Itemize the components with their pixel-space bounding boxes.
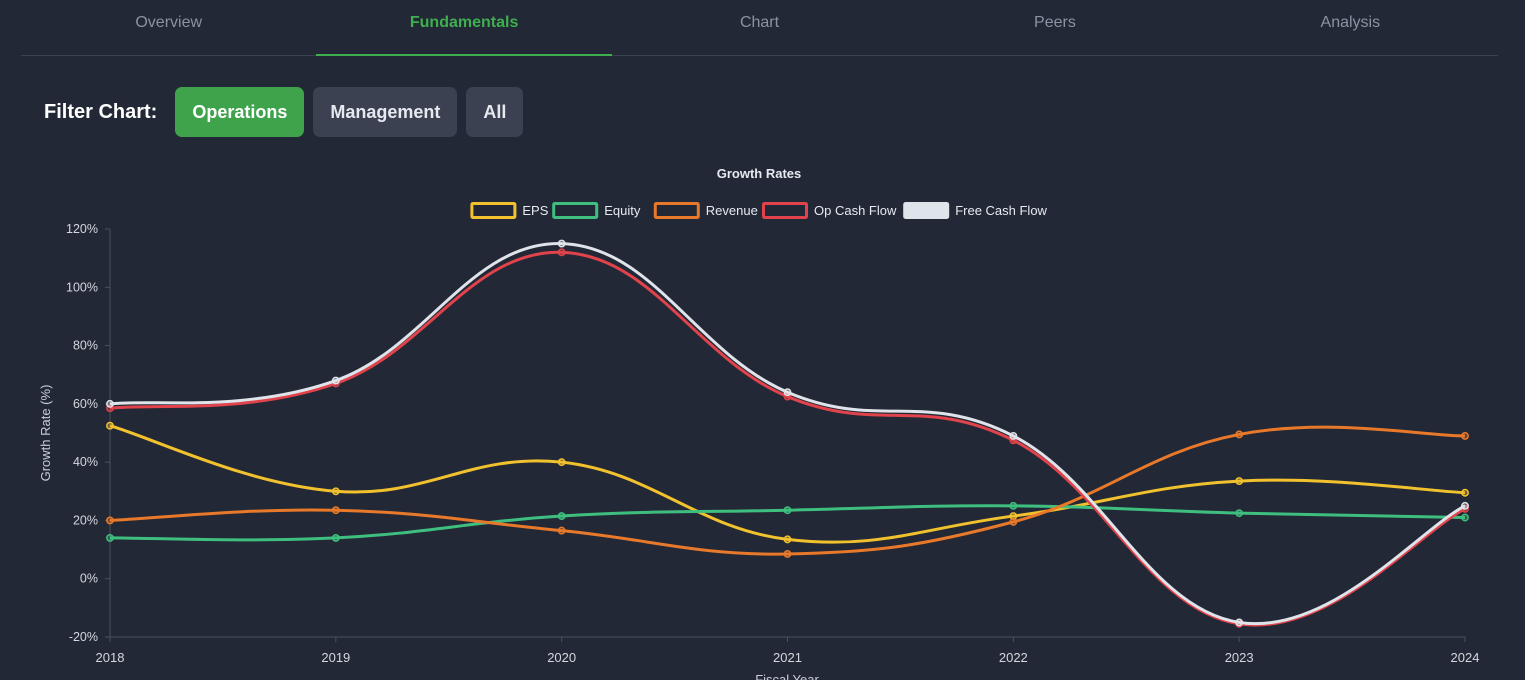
data-point-revenue[interactable] <box>783 549 792 558</box>
y-tick-label: 60% <box>73 397 98 411</box>
legend-item-equity[interactable]: Equity <box>552 202 641 219</box>
x-tick-label: 2019 <box>321 650 350 665</box>
data-point-revenue[interactable] <box>1235 430 1244 439</box>
tab-overview[interactable]: Overview <box>135 14 203 31</box>
growth-rates-chart: Growth Rates EPS Equity Revenue Op Cash Flo… <box>38 166 1480 680</box>
data-point-equity[interactable] <box>331 533 340 542</box>
tab-peers[interactable]: Peers <box>1034 14 1076 31</box>
filter-all-button[interactable]: All <box>466 87 524 137</box>
data-point-free-cash-flow[interactable] <box>331 376 340 385</box>
data-point-eps[interactable] <box>331 487 340 496</box>
legend-item-revenue[interactable]: Revenue <box>653 202 758 219</box>
legend-label-revenue: Revenue <box>706 203 758 218</box>
x-tick-label: 2018 <box>96 650 125 665</box>
series-line-revenue <box>109 425 1466 556</box>
series-op-cash-flow <box>106 248 1469 628</box>
y-tick-label: 120% <box>66 222 98 236</box>
tab-fundamentals[interactable]: Fundamentals <box>316 0 613 56</box>
y-tick-label: 80% <box>73 339 98 353</box>
data-point-free-cash-flow[interactable] <box>1235 618 1244 627</box>
chart-filter: Filter Chart: Operations Management All <box>44 87 532 137</box>
series-line-free-cash-flow <box>109 242 1466 626</box>
y-tick-label: 40% <box>73 455 98 469</box>
data-point-eps[interactable] <box>1235 477 1244 486</box>
chart-title: Growth Rates <box>717 166 802 181</box>
y-tick-label: 0% <box>80 572 98 586</box>
series-line-eps <box>109 424 1466 544</box>
data-point-eps[interactable] <box>1461 488 1469 497</box>
filter-management-button[interactable]: Management <box>313 87 458 137</box>
filter-operations-button[interactable]: Operations <box>175 87 305 137</box>
series-revenue <box>106 425 1469 558</box>
series-line-equity <box>109 504 1466 542</box>
x-tick-label: 2022 <box>999 650 1028 665</box>
data-point-revenue[interactable] <box>106 516 114 525</box>
data-point-equity[interactable] <box>1461 513 1469 522</box>
data-point-free-cash-flow[interactable] <box>1461 501 1469 510</box>
x-tick-label: 2024 <box>1451 650 1480 665</box>
x-axis: 2018 2019 2020 2021 2022 2023 2024 <box>96 637 1480 665</box>
data-point-equity[interactable] <box>1009 501 1018 510</box>
y-axis: 120% 100% 80% 60% 40% 20% 0% -20% <box>66 222 110 644</box>
x-tick-label: 2021 <box>773 650 802 665</box>
series-line-op-cash-flow <box>109 250 1466 627</box>
x-tick-label: 2023 <box>1225 650 1254 665</box>
legend-swatch-free-cash-flow <box>903 202 950 219</box>
legend-item-eps[interactable]: EPS <box>470 202 549 219</box>
data-point-eps[interactable] <box>557 458 566 467</box>
legend-label-eps: EPS <box>522 203 548 218</box>
data-point-free-cash-flow[interactable] <box>106 399 114 408</box>
legend-swatch-equity <box>552 202 599 219</box>
legend-item-free-cash-flow[interactable]: Free Cash Flow <box>903 202 1048 219</box>
data-point-equity[interactable] <box>783 506 792 515</box>
data-point-equity[interactable] <box>106 533 114 542</box>
x-axis-label: Fiscal Year <box>755 672 819 680</box>
y-tick-label: 20% <box>73 513 98 527</box>
data-point-eps[interactable] <box>783 535 792 544</box>
data-point-free-cash-flow[interactable] <box>783 388 792 397</box>
data-point-revenue[interactable] <box>1009 517 1018 526</box>
filter-label: Filter Chart: <box>44 100 158 123</box>
series-free-cash-flow <box>106 239 1469 627</box>
data-point-free-cash-flow[interactable] <box>557 239 566 248</box>
tab-bar: Overview Fundamentals Chart Peers Analysis <box>21 0 1498 56</box>
legend-item-op-cash-flow[interactable]: Op Cash Flow <box>762 202 897 219</box>
data-point-free-cash-flow[interactable] <box>1009 431 1018 440</box>
chart-legend: EPS Equity Revenue Op Cash Flow Free Cash Fl… <box>470 202 1048 219</box>
chart-series <box>106 239 1469 628</box>
legend-swatch-eps <box>470 202 517 219</box>
data-point-equity[interactable] <box>557 512 566 521</box>
tab-analysis[interactable]: Analysis <box>1320 14 1381 31</box>
legend-label-equity: Equity <box>604 203 641 218</box>
tab-chart[interactable]: Chart <box>739 14 780 31</box>
y-tick-label: -20% <box>69 630 98 644</box>
data-point-eps[interactable] <box>106 421 114 430</box>
data-point-revenue[interactable] <box>557 526 566 535</box>
legend-label-op-cash-flow: Op Cash Flow <box>814 203 897 218</box>
y-tick-label: 100% <box>66 280 98 294</box>
series-eps <box>106 421 1469 544</box>
legend-swatch-op-cash-flow <box>762 202 808 219</box>
x-tick-label: 2020 <box>547 650 576 665</box>
data-point-equity[interactable] <box>1235 509 1244 518</box>
data-point-op-cash-flow[interactable] <box>557 248 566 257</box>
series-equity <box>106 501 1469 542</box>
data-point-revenue[interactable] <box>1461 431 1469 440</box>
y-axis-label: Growth Rate (%) <box>38 385 53 482</box>
legend-swatch-revenue <box>653 202 700 219</box>
data-point-revenue[interactable] <box>331 506 340 515</box>
legend-label-free-cash-flow: Free Cash Flow <box>955 203 1047 218</box>
